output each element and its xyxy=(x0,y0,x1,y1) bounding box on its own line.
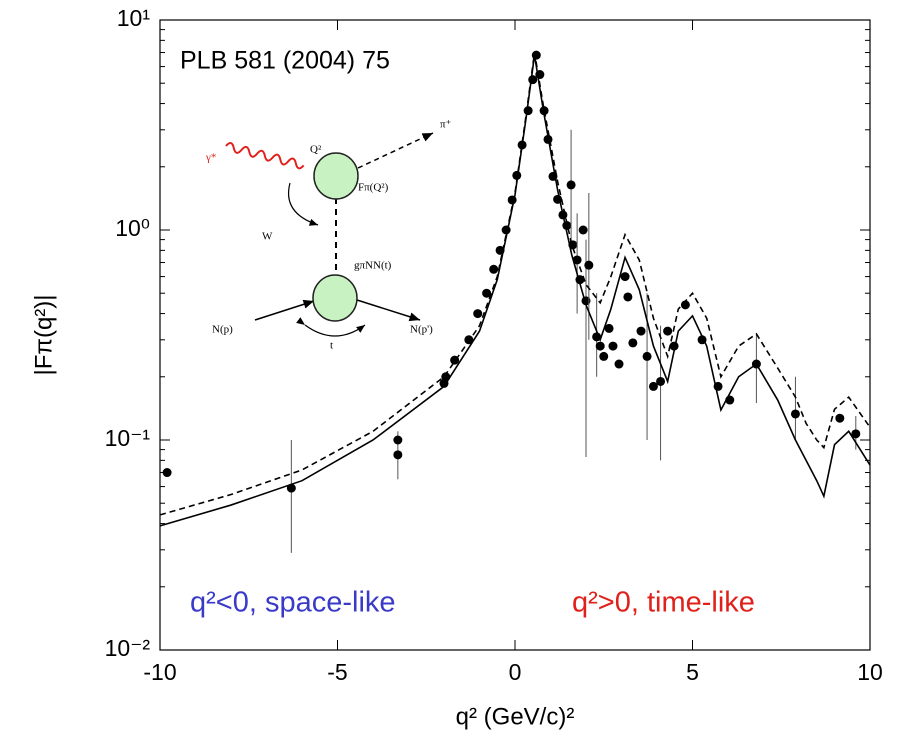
nucleon-in xyxy=(254,299,315,321)
plot-frame xyxy=(159,19,871,651)
nucleon-in-label: N(p) xyxy=(212,324,233,336)
data-point xyxy=(595,341,605,351)
data-point xyxy=(835,413,845,423)
space-like-label: q²<0, space-like xyxy=(190,587,396,619)
data-point xyxy=(489,264,499,274)
x-tick-label: 5 xyxy=(686,659,699,685)
data-point xyxy=(623,292,633,302)
data-point xyxy=(642,351,652,361)
data-point xyxy=(648,381,658,391)
nucleon-out-label: N(p') xyxy=(410,324,433,336)
data-point xyxy=(584,260,594,270)
data-point xyxy=(656,376,666,386)
data-point xyxy=(501,225,511,235)
data-point xyxy=(393,435,403,445)
y-axis-label: |Fπ(q²)| xyxy=(30,294,57,375)
x-tick-label: 10 xyxy=(857,659,883,685)
curve xyxy=(159,55,871,527)
data-point xyxy=(851,429,861,439)
t-arrow xyxy=(296,317,366,337)
data-point xyxy=(663,326,673,336)
x-tick-label: -10 xyxy=(143,659,176,685)
w-label: W xyxy=(262,231,273,243)
y-tick-label: 10⁻² xyxy=(105,635,151,661)
form-factor-label: Fπ(Q²) xyxy=(358,182,389,194)
photon-label: γ* xyxy=(205,152,216,164)
data-point xyxy=(620,272,630,282)
data-point xyxy=(628,338,638,348)
data-point xyxy=(482,288,492,298)
data-point xyxy=(604,323,614,333)
q2-label: Q² xyxy=(310,144,322,156)
inset-diagram: γ* Q² π⁺ Fπ(Q²) W gπNN(t) N(p) t N(p') xyxy=(205,119,452,352)
time-like-label: q²>0, time-like xyxy=(572,587,755,619)
x-axis-label: q² (GeV/c)² xyxy=(456,703,575,730)
vertex-top xyxy=(313,152,359,200)
data-point xyxy=(393,450,403,460)
data-point xyxy=(599,351,609,361)
nucleon-out xyxy=(356,299,421,322)
y-tick-label: 10¹ xyxy=(117,5,151,31)
pion-label: π⁺ xyxy=(440,119,452,131)
vertex-bottom xyxy=(312,274,358,322)
reference-label: PLB 581 (2004) 75 xyxy=(180,47,390,75)
x-tick-label: 0 xyxy=(509,659,522,685)
data-point xyxy=(608,341,618,351)
pion-line xyxy=(357,132,434,169)
coupling-label: gπNN(t) xyxy=(354,260,392,272)
data-point xyxy=(566,180,576,190)
data-point xyxy=(578,225,588,235)
data-point xyxy=(473,309,483,319)
y-tick-label: 10⁻¹ xyxy=(105,425,151,451)
w-arrow xyxy=(288,182,319,226)
curve xyxy=(159,52,871,516)
data-point xyxy=(512,170,522,180)
t-label: t xyxy=(330,340,333,352)
y-tick-label: 10⁰ xyxy=(115,215,150,241)
data-point xyxy=(636,326,646,336)
data-point xyxy=(790,409,800,419)
photon-line xyxy=(225,142,305,170)
data-point xyxy=(614,359,624,369)
x-tick-label: -5 xyxy=(327,659,347,685)
data-point xyxy=(162,468,172,478)
